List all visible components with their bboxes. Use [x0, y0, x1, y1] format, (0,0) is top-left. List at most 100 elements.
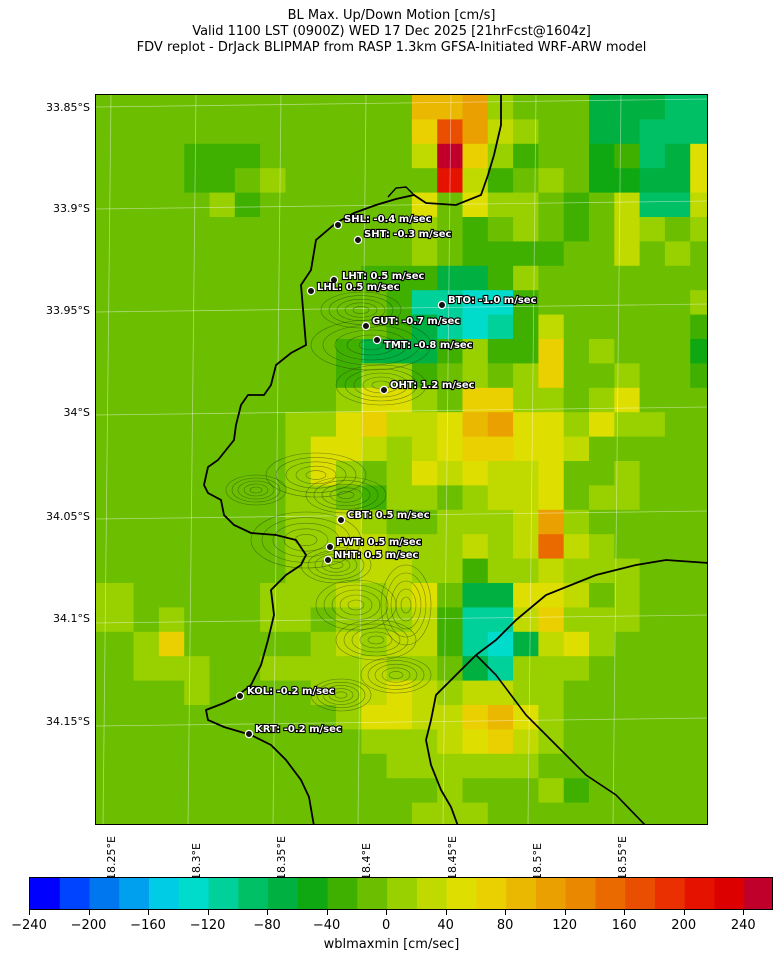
field-cell [209, 607, 236, 633]
map-panel[interactable]: SHL: -0.4 m/sec SHT: -0.3 m/sec LHT: 0.5 m… [95, 94, 708, 825]
field-cell [462, 729, 489, 755]
station-marker-icon[interactable] [437, 300, 447, 310]
field-cell [184, 339, 211, 364]
station-marker-icon[interactable] [244, 729, 254, 739]
station-nht[interactable]: NHT: 0.5 m/sec [323, 549, 420, 565]
station-krt[interactable]: KRT: -0.2 m/sec [244, 723, 343, 739]
field-cell [437, 558, 464, 584]
station-shl[interactable]: SHL: -0.4 m/sec [333, 213, 433, 230]
graticule-lat-line [96, 717, 707, 727]
terrain-contour [250, 511, 362, 569]
field-cell [260, 95, 286, 120]
station-marker-icon[interactable] [323, 555, 333, 565]
field-cell [563, 729, 590, 755]
field-cell [133, 265, 160, 291]
field-cell [462, 705, 489, 730]
field-cell [310, 461, 337, 486]
field-cell [589, 314, 615, 340]
colorbar-tick-label: −200 [70, 918, 107, 933]
field-cell [487, 143, 514, 169]
field-cell [462, 314, 489, 340]
station-marker-icon[interactable] [379, 385, 389, 395]
field-cell [310, 802, 337, 824]
field-cell [96, 778, 109, 804]
graticule-lon-line [612, 95, 622, 824]
station-marker-icon[interactable] [336, 515, 346, 525]
lon-label: 18.55°E [616, 836, 629, 880]
field-cell [386, 143, 413, 169]
coastline-west [203, 95, 502, 824]
station-fwt[interactable]: FWT: 0.5 m/sec [325, 536, 423, 552]
station-lht[interactable]: LHT: 0.5 m/sec [329, 270, 426, 285]
field-cell [513, 168, 539, 194]
terrain-contour [388, 671, 404, 679]
station-marker-icon[interactable] [329, 275, 339, 285]
field-cell [386, 95, 413, 120]
field-cell [538, 607, 565, 633]
field-cell [411, 461, 438, 486]
terrain-contour [225, 474, 287, 506]
station-oht[interactable]: OHT: 1.2 m/sec [379, 379, 476, 395]
field-cell [184, 534, 211, 560]
field-cell [639, 314, 666, 340]
field-cell [96, 583, 109, 608]
field-cell [589, 729, 615, 755]
station-gut[interactable]: GUT: -0.7 m/sec [361, 315, 461, 331]
station-marker-icon[interactable] [333, 220, 343, 230]
field-cell [589, 265, 615, 291]
field-cell [513, 802, 539, 824]
field-cell [234, 290, 261, 316]
station-label: SHL: -0.4 m/sec [344, 214, 432, 225]
field-cell [690, 631, 707, 657]
field-cell [690, 192, 707, 218]
station-bto[interactable]: BTO: -1.0 m/sec [437, 294, 538, 310]
field-cell [336, 753, 362, 779]
colorbar-tick-mark [564, 910, 566, 915]
field-cell [411, 387, 438, 413]
colorbar-swatch [149, 878, 180, 909]
field-cell [487, 607, 514, 633]
field-cell [589, 290, 615, 316]
lat-label: 33.9°S [53, 202, 90, 215]
terrain-contour [360, 656, 432, 694]
field-cell [96, 241, 109, 267]
field-cell [411, 607, 438, 633]
field-cell [437, 143, 464, 169]
field-cell [96, 656, 109, 682]
station-marker-icon[interactable] [235, 691, 245, 701]
station-sht[interactable]: SHT: -0.3 m/sec [353, 228, 453, 245]
field-cell [336, 168, 362, 194]
station-kol[interactable]: KOL: -0.2 m/sec [235, 685, 336, 701]
field-cell [614, 778, 641, 804]
field-cell [639, 680, 666, 706]
field-cell [336, 534, 362, 560]
field-cell [563, 534, 590, 560]
field-cell [589, 143, 615, 169]
station-marker-icon[interactable] [325, 542, 335, 552]
field-cell [589, 802, 615, 824]
station-marker-icon[interactable] [353, 235, 363, 245]
field-cell [96, 265, 109, 291]
field-cell [639, 705, 666, 730]
station-marker-icon[interactable] [306, 286, 316, 296]
station-lhl[interactable]: LHL: 0.5 m/sec [306, 281, 401, 296]
field-cell [563, 339, 590, 364]
station-cbt[interactable]: CBT: 0.5 m/sec [336, 509, 431, 525]
field-cell [664, 143, 691, 169]
field-cell [639, 241, 666, 267]
terrain-contour [331, 589, 381, 621]
field-cell [513, 558, 539, 584]
field-cell [690, 339, 707, 364]
field-cell [513, 339, 539, 364]
station-marker-icon[interactable] [361, 321, 371, 331]
field-cell [133, 509, 160, 535]
field-cell [234, 265, 261, 291]
station-tmt[interactable]: TMT: -0.8 m/sec [372, 335, 474, 352]
station-marker-icon[interactable] [372, 335, 382, 345]
terrain-contour [237, 480, 275, 500]
field-cell [234, 802, 261, 824]
coastline-detail [387, 186, 415, 198]
field-cell [285, 461, 312, 486]
field-cell [133, 119, 160, 145]
field-cell [462, 436, 489, 462]
